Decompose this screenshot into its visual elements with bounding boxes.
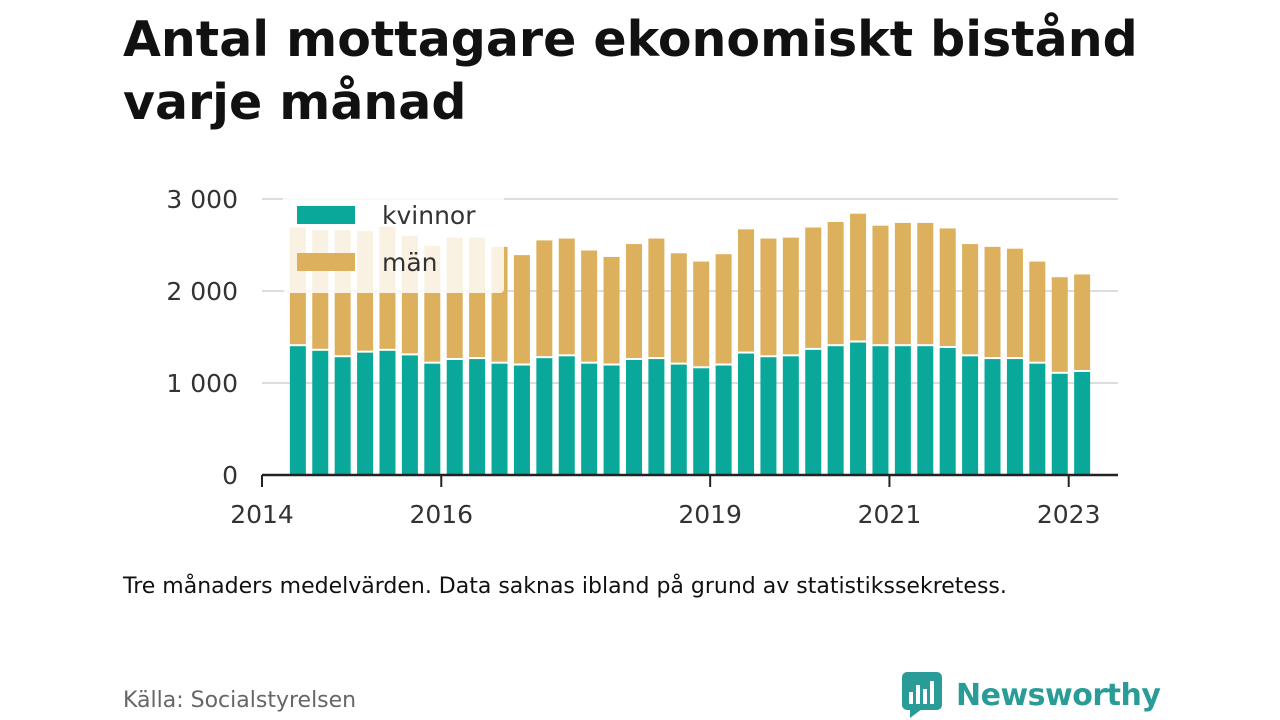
chart-note: Tre månaders medelvärden. Data saknas ib… bbox=[123, 574, 1007, 599]
bar-kvinnor bbox=[289, 346, 306, 475]
bar-man bbox=[1074, 274, 1091, 370]
bar-man bbox=[603, 256, 620, 364]
bar-kvinnor bbox=[536, 358, 553, 475]
bar-kvinnor bbox=[1029, 363, 1046, 475]
legend: kvinnor män bbox=[283, 193, 504, 293]
x-tick-label: 2019 bbox=[678, 500, 742, 529]
bar-man bbox=[693, 261, 710, 367]
bar-kvinnor bbox=[805, 349, 822, 475]
bar-man bbox=[962, 244, 979, 355]
bar-kvinnor bbox=[738, 353, 755, 475]
bar-kvinnor bbox=[962, 356, 979, 475]
bar-kvinnor bbox=[715, 365, 732, 475]
bar-kvinnor bbox=[446, 360, 463, 475]
bars bbox=[289, 213, 1091, 475]
legend-swatch bbox=[297, 253, 355, 271]
bar-kvinnor bbox=[939, 348, 956, 475]
bar-kvinnor bbox=[1006, 359, 1023, 475]
axes: 0 1 000 2 000 3 000 2014 2016 2019 2021 2023 bbox=[166, 185, 1118, 529]
bar-man bbox=[1006, 248, 1023, 358]
y-tick-label: 1 000 bbox=[166, 369, 238, 398]
source-text: Källa: Socialstyrelsen bbox=[123, 688, 357, 713]
x-tick-label: 2021 bbox=[858, 500, 922, 529]
bar-man bbox=[581, 250, 598, 362]
x-tick-label: 2023 bbox=[1037, 500, 1101, 529]
legend-label: män bbox=[382, 248, 438, 277]
bar-kvinnor bbox=[469, 359, 486, 475]
bar-kvinnor bbox=[670, 364, 687, 475]
bar-man bbox=[1051, 277, 1068, 372]
x-tick-label: 2014 bbox=[230, 500, 294, 529]
bar-man bbox=[760, 238, 777, 356]
bar-kvinnor bbox=[312, 350, 329, 475]
bar-man bbox=[558, 238, 575, 355]
bar-man bbox=[917, 222, 934, 345]
bar-man bbox=[984, 246, 1001, 358]
y-tick-label: 3 000 bbox=[166, 185, 238, 214]
bar-man bbox=[850, 213, 867, 341]
bar-man bbox=[827, 222, 844, 345]
brand-name: Newsworthy bbox=[956, 677, 1161, 713]
bar-man bbox=[715, 254, 732, 364]
chart-title: Antal mottagare ekonomiskt bistånd varje… bbox=[123, 11, 1138, 131]
bar-man bbox=[670, 253, 687, 363]
bar-kvinnor bbox=[424, 363, 441, 475]
bar-kvinnor bbox=[850, 342, 867, 475]
legend-swatch bbox=[297, 206, 355, 224]
bar-kvinnor bbox=[1074, 371, 1091, 475]
bar-kvinnor bbox=[558, 356, 575, 475]
bar-kvinnor bbox=[401, 355, 418, 475]
bar-man bbox=[1029, 261, 1046, 362]
bar-man bbox=[536, 240, 553, 357]
bar-kvinnor bbox=[603, 365, 620, 475]
bar-kvinnor bbox=[827, 346, 844, 475]
y-tick-label: 2 000 bbox=[166, 277, 238, 306]
newsworthy-logo-icon bbox=[902, 672, 942, 718]
bar-kvinnor bbox=[625, 360, 642, 475]
bar-kvinnor bbox=[760, 357, 777, 475]
bar-man bbox=[894, 222, 911, 345]
bar-man bbox=[513, 255, 530, 364]
x-tick-label: 2016 bbox=[409, 500, 473, 529]
bar-kvinnor bbox=[648, 359, 665, 475]
stacked-bar-chart: 0 1 000 2 000 3 000 2014 2016 2019 2021 2023 kvi… bbox=[166, 185, 1118, 529]
legend-label: kvinnor bbox=[382, 201, 476, 230]
bar-kvinnor bbox=[491, 363, 508, 475]
bar-man bbox=[872, 225, 889, 345]
y-tick-label: 0 bbox=[222, 461, 238, 490]
bar-kvinnor bbox=[513, 365, 530, 475]
bar-kvinnor bbox=[894, 346, 911, 475]
bar-kvinnor bbox=[984, 359, 1001, 475]
bar-man bbox=[648, 238, 665, 358]
bar-kvinnor bbox=[379, 350, 396, 475]
bar-man bbox=[939, 228, 956, 347]
bar-man bbox=[625, 244, 642, 358]
bar-kvinnor bbox=[1051, 373, 1068, 475]
bar-kvinnor bbox=[357, 352, 374, 475]
bar-man bbox=[738, 229, 755, 352]
bar-kvinnor bbox=[693, 368, 710, 475]
bar-kvinnor bbox=[917, 346, 934, 475]
bar-man bbox=[782, 237, 799, 355]
bar-kvinnor bbox=[782, 356, 799, 475]
brand-logo: Newsworthy bbox=[902, 672, 1161, 718]
bar-kvinnor bbox=[334, 357, 351, 475]
bar-kvinnor bbox=[581, 363, 598, 475]
bar-kvinnor bbox=[872, 346, 889, 475]
bar-man bbox=[805, 227, 822, 348]
